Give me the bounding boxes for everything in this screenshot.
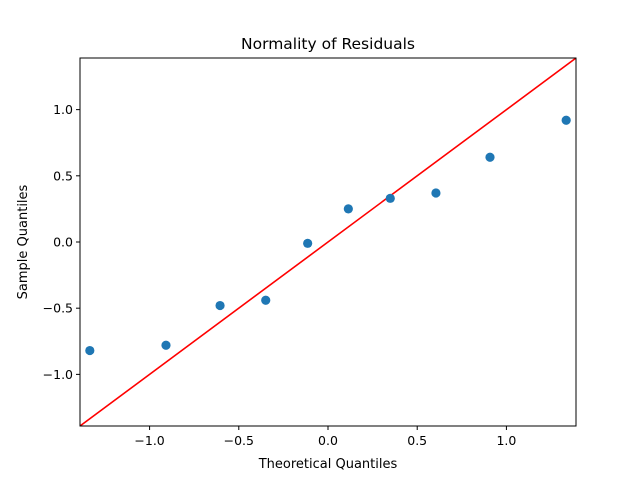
plot-frame <box>79 57 577 427</box>
chart-title: Normality of Residuals <box>241 35 415 53</box>
x-tick-label: 0.5 <box>407 433 427 448</box>
x-tick-label: 1.0 <box>496 433 516 448</box>
data-point <box>485 152 495 162</box>
data-point <box>431 188 441 198</box>
data-point <box>343 204 353 214</box>
x-tick-label: −1.0 <box>134 433 164 448</box>
y-tick-label: −0.5 <box>43 301 73 316</box>
data-point <box>85 345 95 356</box>
data-point <box>385 193 395 203</box>
y-tick-label: −1.0 <box>43 367 73 382</box>
data-point <box>261 295 271 305</box>
y-axis-label: Sample Quantiles <box>16 184 31 299</box>
y-tick-label: 0.0 <box>53 235 73 250</box>
data-point <box>303 238 313 248</box>
data-point <box>161 340 171 350</box>
x-tick-label: −0.5 <box>224 433 254 448</box>
y-tick-label: 0.5 <box>53 168 73 183</box>
x-tick-label: 0.0 <box>318 433 338 448</box>
data-point <box>215 300 225 311</box>
data-point <box>561 115 571 125</box>
x-axis-label: Theoretical Quantiles <box>258 457 398 472</box>
y-tick-label: 1.0 <box>53 102 73 117</box>
reference-line <box>80 58 576 426</box>
